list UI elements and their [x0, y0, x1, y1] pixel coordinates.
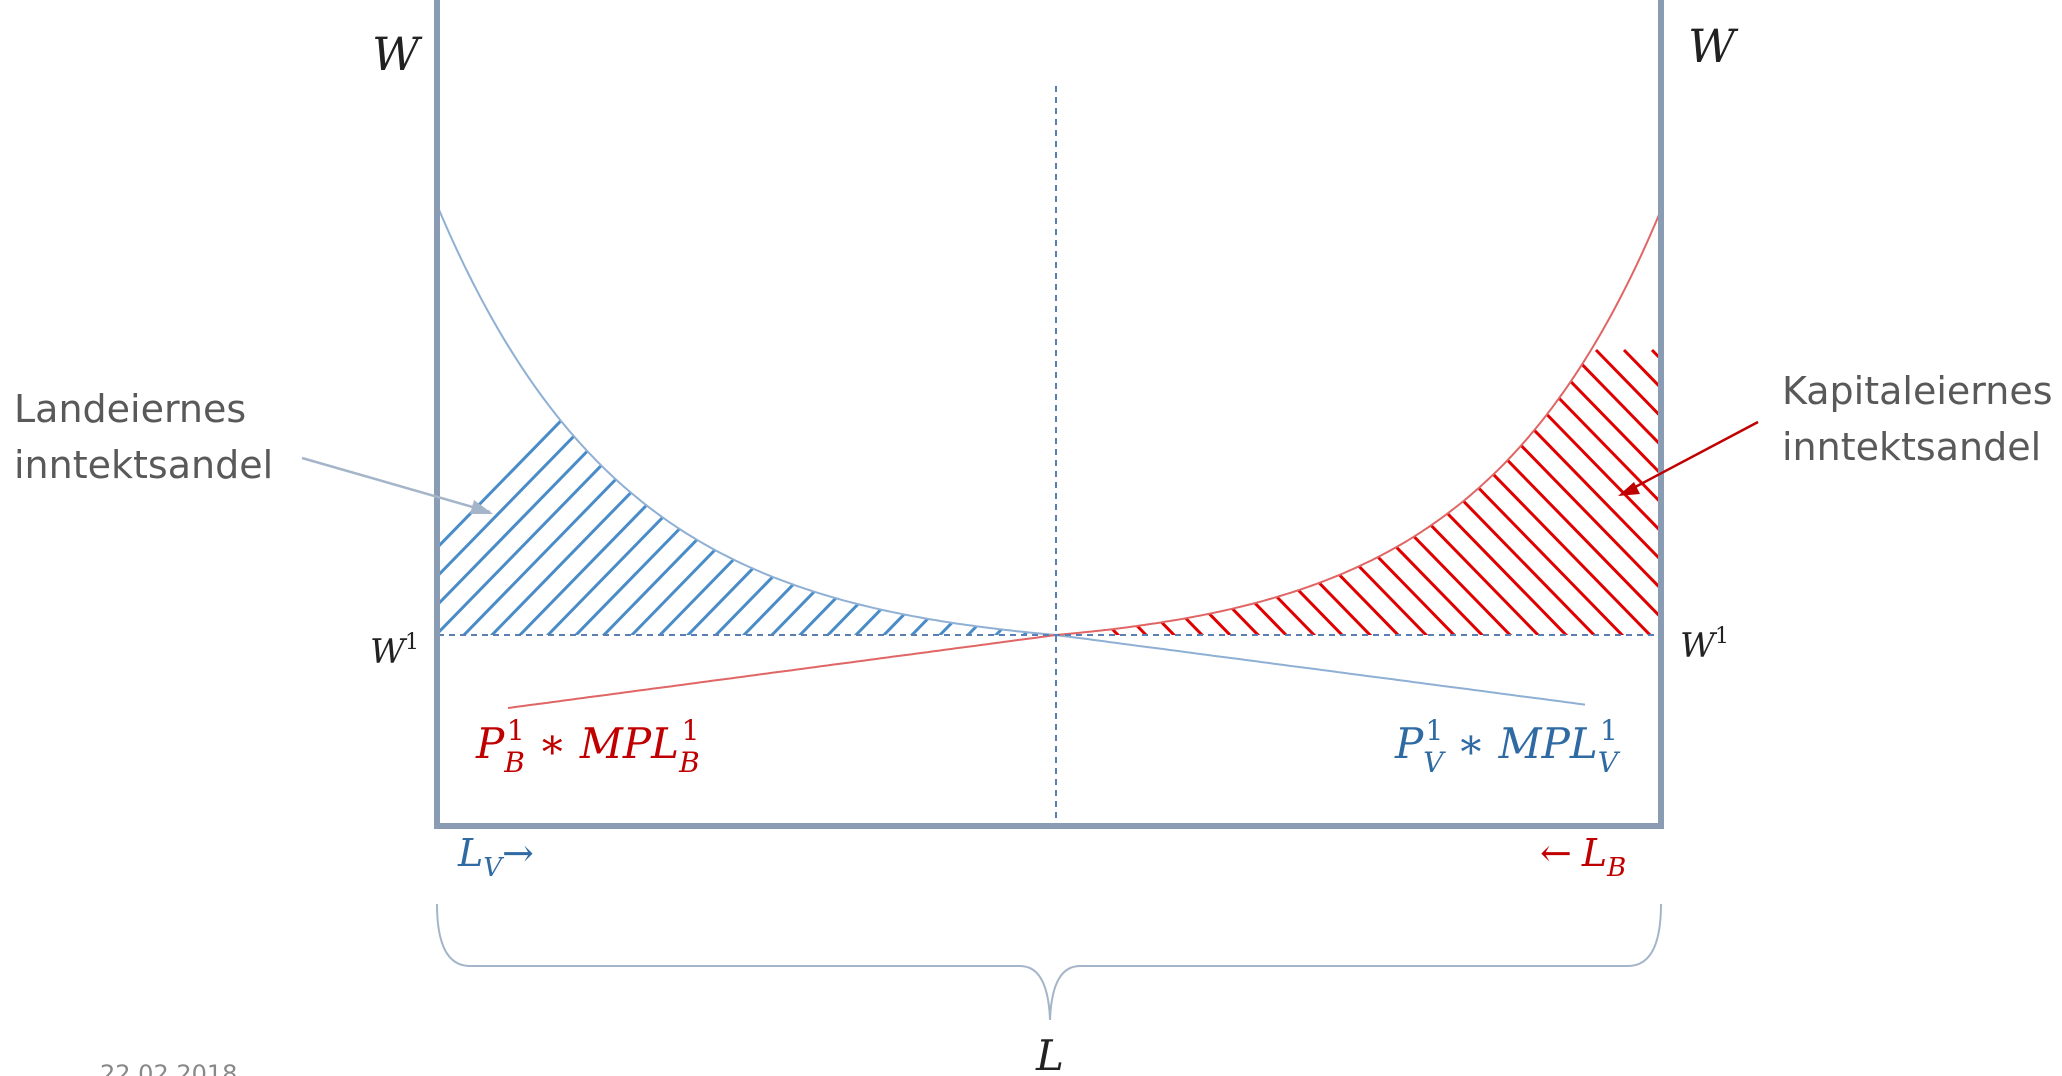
red-hatch-line — [1056, 348, 1270, 635]
blue-hatch-line — [1126, 350, 1526, 760]
blue-hatch-line — [816, 348, 1056, 635]
blue-hatch-line — [1012, 348, 1056, 635]
left-w-label: W — [372, 27, 423, 81]
footer-date: 22.02.2018 — [100, 1060, 237, 1076]
right-w-label: W — [1688, 19, 1739, 73]
red-curve-label: PB1 ∗ MPLB1 — [475, 714, 700, 779]
blue-hatch-line — [1098, 350, 1498, 760]
landowners-annotation: Landeiernes inntektsandel — [14, 387, 273, 487]
red-hatch-line — [1056, 348, 1354, 635]
right-w1-label: W1 — [1680, 624, 1729, 666]
left-arrowhead-icon — [470, 500, 493, 514]
blue-hatch-line — [1154, 350, 1554, 760]
red-hatch-line — [1056, 348, 1242, 635]
red-hatch-line — [1056, 348, 1438, 635]
landowners-share-hatch — [437, 348, 1694, 760]
blue-hatch-line — [676, 348, 1056, 635]
blue-hatch-line — [900, 348, 1056, 635]
right-arrowhead-icon — [1618, 482, 1640, 496]
blue-curve-label: PV1 ∗ MPLV1 — [1394, 714, 1621, 779]
red-hatch-line — [1056, 348, 1298, 635]
blue-hatch-line — [928, 348, 1056, 635]
blue-hatch-line — [844, 348, 1056, 635]
blue-hatch-line — [1294, 350, 1694, 760]
blue-hatch-line — [732, 348, 1056, 635]
right-annotation-arrow — [1621, 420, 1759, 496]
blue-hatch-line — [704, 348, 1056, 635]
blue-hatch-line — [760, 348, 1056, 635]
left-annotation-arrow — [301, 456, 491, 514]
blue-hatch-line — [1070, 350, 1470, 760]
capitalowners-annotation: Kapitaleiernes inntektsandel — [1782, 369, 2062, 469]
left-w1-label: W1 — [370, 630, 419, 672]
blue-hatch-line — [788, 348, 1056, 635]
red-hatch-line — [1056, 348, 1326, 635]
blue-hatch-line — [1266, 350, 1666, 760]
lv-label: LV→ — [457, 831, 534, 883]
blue-mpl-curve — [436, 204, 1586, 706]
blue-hatch-line — [984, 348, 1056, 635]
blue-hatch-line — [1238, 350, 1638, 760]
red-mpl-curve — [507, 212, 1661, 709]
total-labor-brace — [436, 903, 1662, 1021]
red-hatch-line — [1566, 348, 1661, 635]
red-hatch-line — [1510, 348, 1661, 635]
lb-label: ← LB — [1540, 831, 1626, 883]
blue-hatch-line — [872, 348, 1056, 635]
red-hatch-line — [1482, 348, 1661, 635]
red-hatch-line — [1056, 348, 1382, 635]
red-hatch-line — [1538, 348, 1661, 635]
blue-hatch-line — [956, 348, 1056, 635]
red-hatch-line — [1056, 348, 1410, 635]
total-l-label: L — [1035, 1031, 1064, 1076]
